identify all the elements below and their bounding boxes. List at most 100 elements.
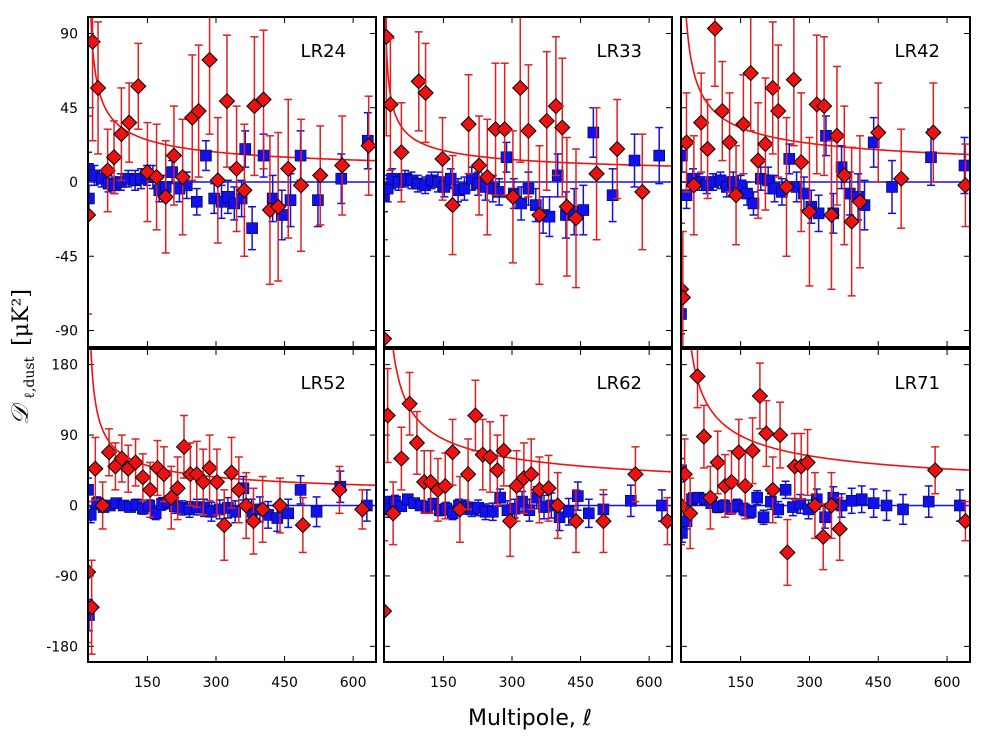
- panel-frame: [680, 16, 971, 348]
- blue-data-point: [880, 499, 893, 512]
- red-data-point: [836, 167, 853, 184]
- red-data-point: [354, 501, 371, 518]
- red-data-point: [201, 51, 218, 69]
- red-model-curve: [392, 349, 672, 473]
- red-data-point: [926, 462, 944, 479]
- red-data-point: [271, 497, 289, 514]
- y-tick-label: -90: [55, 569, 78, 585]
- blue-data-point: [143, 499, 156, 512]
- red-data-point: [148, 168, 165, 186]
- red-data-point: [721, 134, 738, 151]
- blue-data-point: [855, 493, 868, 506]
- red-data-point: [785, 71, 803, 88]
- red-data-point: [401, 395, 418, 412]
- red-data-point: [778, 178, 795, 196]
- red-data-point: [749, 152, 767, 169]
- blue-data-point: [819, 511, 831, 524]
- red-data-point: [757, 135, 774, 153]
- blue-data-point: [783, 153, 796, 165]
- x-tick-label: 150: [727, 675, 754, 691]
- red-data-point: [254, 501, 271, 518]
- red-data-point: [479, 168, 496, 186]
- x-tick-label: 300: [203, 675, 230, 691]
- blue-data-point: [572, 490, 584, 502]
- y-tick-label: 0: [69, 499, 78, 515]
- red-data-point: [294, 516, 312, 534]
- panel-frame: [383, 348, 673, 663]
- red-data-point: [105, 149, 123, 166]
- red-data-point: [692, 114, 710, 131]
- red-data-point: [88, 460, 104, 477]
- red-data-point: [393, 450, 410, 467]
- red-data-point: [165, 147, 183, 164]
- red-data-point: [460, 116, 477, 133]
- red-data-point: [547, 97, 565, 115]
- blue-data-point: [762, 174, 774, 187]
- red-data-point: [681, 505, 699, 522]
- panel-LR71: 150 300 450 600 LR71: [680, 348, 971, 691]
- y-tick-label: 90: [60, 27, 78, 43]
- red-data-point: [823, 206, 840, 224]
- blue-data-point: [271, 512, 284, 524]
- blue-data-point: [747, 197, 760, 210]
- blue-data-point: [925, 151, 937, 164]
- blue-data-point: [625, 495, 637, 507]
- red-data-point: [157, 188, 174, 206]
- blue-data-point: [922, 495, 935, 508]
- y-tick-label: 0: [69, 175, 78, 191]
- blue-data-point: [757, 511, 770, 524]
- red-data-point: [208, 473, 226, 491]
- blue-data-point: [88, 163, 94, 175]
- panel-LR24: -90 -45 0 45 90 LR24: [55, 16, 377, 348]
- red-data-point: [815, 97, 833, 115]
- blue-data-point: [486, 505, 499, 518]
- red-data-point: [209, 172, 227, 189]
- y-tick-label: 90: [60, 428, 78, 444]
- red-data-point: [823, 497, 840, 514]
- blue-data-point: [867, 497, 880, 509]
- red-data-point: [134, 469, 152, 486]
- blue-data-point: [714, 174, 727, 187]
- red-data-point: [236, 182, 253, 199]
- y-axis-title: 𝒟 ℓ,dust [μK²]: [6, 289, 38, 425]
- red-data-point: [925, 124, 942, 141]
- blue-data-point: [845, 495, 858, 507]
- blue-data-point: [779, 484, 792, 496]
- red-data-point: [699, 140, 716, 158]
- red-data-point: [814, 528, 832, 546]
- red-data-point: [567, 210, 585, 227]
- red-data-point: [549, 497, 566, 514]
- blue-data-point: [246, 222, 258, 234]
- red-data-point: [892, 170, 910, 187]
- red-data-point: [467, 407, 484, 424]
- blue-data-point: [284, 194, 297, 206]
- blue-data-point: [166, 166, 178, 178]
- red-data-point: [269, 198, 287, 215]
- red-data-point: [831, 520, 848, 538]
- blue-data-point: [681, 308, 687, 320]
- red-data-point: [113, 125, 130, 143]
- red-data-point: [771, 426, 789, 444]
- red-data-point: [228, 160, 245, 178]
- panel-label: LR62: [597, 373, 642, 394]
- blue-data-point: [606, 189, 619, 201]
- red-data-point: [246, 97, 263, 115]
- red-data-point: [531, 206, 548, 224]
- y-tick-label: -90: [55, 324, 78, 340]
- red-data-point: [470, 157, 488, 174]
- blue-data-point: [508, 502, 521, 515]
- panel-frame: [680, 348, 971, 663]
- red-data-point: [495, 442, 512, 459]
- blue-data-point: [734, 179, 747, 192]
- blue-data-point: [628, 154, 641, 167]
- red-data-point: [175, 438, 193, 456]
- red-data-point: [120, 114, 138, 131]
- red-data-point: [770, 102, 787, 120]
- x-tick-label: 600: [934, 675, 961, 691]
- red-data-point: [444, 196, 461, 214]
- y-tick-label: 45: [60, 101, 78, 117]
- red-data-point: [130, 78, 147, 95]
- red-data-point: [567, 512, 585, 530]
- blue-data-point: [458, 182, 471, 195]
